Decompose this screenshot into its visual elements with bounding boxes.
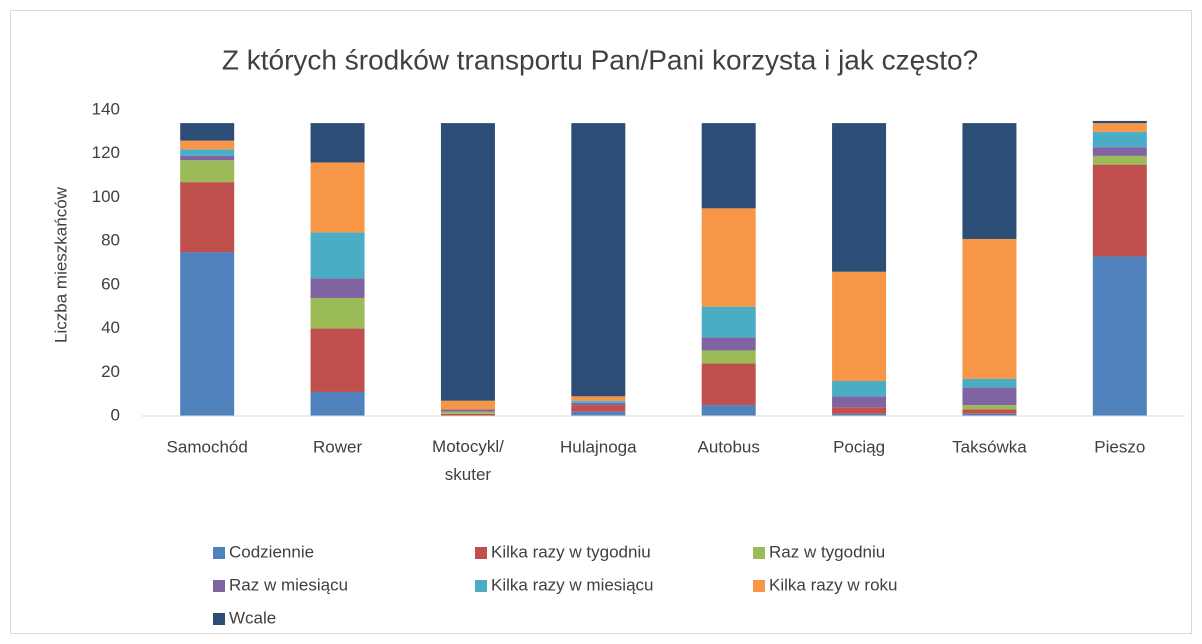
legend-label: Codziennie <box>229 542 314 561</box>
legend-label: Wcale <box>229 608 276 627</box>
legend-swatch <box>753 547 765 559</box>
bar-segment <box>571 411 626 416</box>
bar-segment <box>310 123 365 163</box>
y-tick-label: 140 <box>92 99 120 118</box>
x-tick-label: Pociąg <box>833 437 885 456</box>
bar-segment <box>1092 120 1147 124</box>
bar-segment <box>310 391 365 416</box>
chart-title: Z których środków transportu Pan/Pani ko… <box>222 44 978 75</box>
x-tick-label: Taksówka <box>952 437 1027 456</box>
bar-segment <box>310 162 365 233</box>
bar-segment <box>440 123 495 401</box>
legend-label: Raz w tygodniu <box>769 542 885 561</box>
bar-segment <box>571 123 626 397</box>
y-tick-label: 40 <box>101 318 120 337</box>
bar-segment <box>962 123 1017 239</box>
legend-label: Kilka razy w miesiącu <box>491 575 654 594</box>
legend-swatch <box>475 547 487 559</box>
bar-segment <box>701 123 756 209</box>
bar-segment <box>1092 164 1147 257</box>
legend-swatch <box>213 580 225 592</box>
y-axis-title: Liczba mieszkańców <box>51 186 70 343</box>
bar-segment <box>962 387 1017 406</box>
bar-segment <box>701 405 756 416</box>
x-tick-label: Samochód <box>167 437 248 456</box>
bar-segment <box>180 149 235 156</box>
bar-segment <box>571 396 626 401</box>
bar-segment <box>701 306 756 338</box>
bar-segment <box>832 407 887 414</box>
bar-segment <box>180 182 235 253</box>
bar-segment <box>1092 123 1147 132</box>
x-tick-label: Rower <box>313 437 362 456</box>
legend-label: Kilka razy w tygodniu <box>491 542 651 561</box>
y-tick-label: 60 <box>101 274 120 293</box>
bar-segment <box>440 413 495 416</box>
legend-label: Kilka razy w roku <box>769 575 897 594</box>
bar-segment <box>440 409 495 412</box>
bar-segment <box>701 363 756 406</box>
legend-swatch <box>213 547 225 559</box>
bar-segment <box>832 123 887 272</box>
y-tick-label: 120 <box>92 143 120 162</box>
bar-segment <box>701 208 756 307</box>
bar-segment <box>701 337 756 351</box>
bar-segment <box>1092 147 1147 156</box>
legend-swatch <box>475 580 487 592</box>
legend-swatch <box>753 580 765 592</box>
bar-segment <box>962 405 1017 410</box>
y-tick-label: 100 <box>92 187 120 206</box>
bar-segment <box>180 155 235 161</box>
bar-segment <box>310 278 365 298</box>
x-tick-label: Hulajnoga <box>560 437 637 456</box>
bar-segment <box>310 297 365 329</box>
bar-segment <box>180 140 235 150</box>
bar-segment <box>310 328 365 392</box>
x-tick-label: Motocykl/skuter <box>432 437 504 484</box>
legend-swatch <box>213 613 225 625</box>
y-tick-label: 20 <box>101 362 120 381</box>
bar-segment <box>571 402 626 406</box>
bar-segment <box>962 238 1017 379</box>
legend-label: Raz w miesiącu <box>229 575 348 594</box>
bar-segment <box>701 350 756 364</box>
bar-segment <box>571 400 626 403</box>
x-tick-label: Pieszo <box>1094 437 1145 456</box>
bar-segment <box>962 378 1017 388</box>
bar-segment <box>440 400 495 410</box>
bar-segment <box>310 232 365 279</box>
y-tick-label: 80 <box>101 231 120 250</box>
bar-segment <box>1092 155 1147 165</box>
bar-segment <box>1092 256 1147 416</box>
y-tick-label: 0 <box>111 405 120 424</box>
bar-segment <box>832 396 887 408</box>
bar-segment <box>180 252 235 416</box>
bar-segment <box>571 405 626 412</box>
bar-segment <box>962 413 1017 416</box>
x-tick-label: Autobus <box>697 437 759 456</box>
bar-segment <box>832 413 887 416</box>
bar-segment <box>440 411 495 414</box>
bar-segment <box>832 381 887 397</box>
bar-segment <box>1092 131 1147 148</box>
bar-segment <box>180 123 235 141</box>
bar-segment <box>832 271 887 382</box>
bar-segment <box>962 409 1017 414</box>
bar-segment <box>180 160 235 183</box>
